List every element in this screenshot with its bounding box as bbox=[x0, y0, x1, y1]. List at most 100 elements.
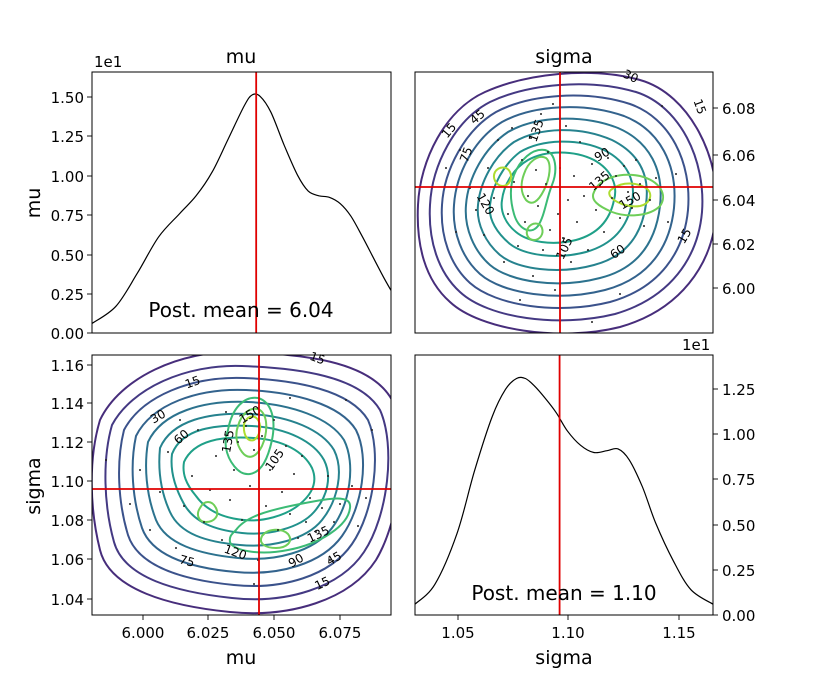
contour-label: 30 bbox=[148, 407, 168, 427]
y-tick-label: 1.08 bbox=[51, 512, 84, 530]
y-tick-label: 0.00 bbox=[722, 607, 755, 625]
axes-frame bbox=[91, 71, 392, 334]
contour-level-90 bbox=[170, 424, 330, 535]
contour-level-15 bbox=[428, 83, 704, 322]
y-tick-label: 0.50 bbox=[51, 247, 84, 265]
y-tick-label: 1.25 bbox=[722, 381, 755, 399]
panel-sigma-density: 1e1 Post. mean = 1.10 0.00 0.25 0.50 0.7… bbox=[414, 336, 755, 669]
contour-level-135 bbox=[235, 407, 268, 458]
contour-level-15 bbox=[104, 364, 390, 601]
contour-label: 135 bbox=[526, 117, 547, 143]
y-tick-label: 1.10 bbox=[51, 473, 84, 491]
contour-level-135 bbox=[520, 156, 551, 204]
panel-mu-sigma-contour: sigma 15 1 bbox=[23, 349, 392, 669]
contour-level-120-south bbox=[228, 497, 352, 554]
contour-label: 105 bbox=[553, 235, 575, 262]
contour-level-90 bbox=[488, 140, 634, 257]
y-tick-label: 6.08 bbox=[722, 100, 755, 118]
y-tick-label: 1.12 bbox=[51, 434, 84, 452]
contour-level-45 bbox=[131, 388, 365, 574]
y-tick-label: 0.00 bbox=[51, 325, 84, 343]
panel-mu-density: mu 1e1 mu 0.00 0.25 0.50 0.75 1.00 1.25 … bbox=[23, 46, 392, 343]
y-ticks-right: 6.00 6.02 6.04 6.06 6.08 bbox=[713, 100, 755, 298]
panel-title-mu: mu bbox=[226, 46, 257, 68]
y-tick-label: 1.14 bbox=[51, 395, 84, 413]
contour-level-150-west bbox=[493, 166, 513, 188]
contour-label: 105 bbox=[262, 446, 287, 473]
contour-lines bbox=[416, 72, 713, 333]
axes-frame bbox=[414, 354, 714, 616]
axis-multiplier-sigma: 1e1 bbox=[682, 336, 710, 354]
x-tick-label: 1.15 bbox=[662, 624, 695, 642]
y-tick-label: 6.04 bbox=[722, 192, 755, 210]
contour-label: 15 bbox=[691, 97, 709, 116]
density-curve-mu bbox=[92, 93, 391, 324]
x-axis-label-sigma: sigma bbox=[535, 647, 592, 669]
contour-level-45 bbox=[452, 106, 676, 297]
contour-label: 15 bbox=[183, 373, 202, 391]
y-tick-label: 1.25 bbox=[51, 128, 84, 146]
x-ticks-sigma: 1.05 1.10 1.15 bbox=[441, 615, 696, 642]
y-tick-label: 0.50 bbox=[722, 517, 755, 535]
sample-points bbox=[105, 397, 373, 585]
axes-frame bbox=[91, 354, 392, 616]
y-tick-label: 0.25 bbox=[51, 286, 84, 304]
y-tick-label: 1.04 bbox=[51, 591, 84, 609]
x-ticks-mu: 6.000 6.025 6.050 6.075 bbox=[122, 615, 362, 642]
contour-lines bbox=[92, 355, 391, 615]
y-tick-label: 1.00 bbox=[51, 168, 84, 186]
y-tick-label: 1.06 bbox=[51, 551, 84, 569]
contour-level-60 bbox=[145, 400, 352, 560]
contour-label: 45 bbox=[324, 549, 344, 569]
contour-level-135-small bbox=[525, 222, 544, 242]
y-tick-label: 1.50 bbox=[51, 89, 84, 107]
x-axis-label-mu: mu bbox=[226, 647, 257, 669]
y-tick-label: 1.16 bbox=[51, 357, 84, 375]
axis-multiplier-mu: 1e1 bbox=[94, 53, 122, 71]
contour-label: 30 bbox=[621, 67, 641, 86]
contour-label: 90 bbox=[286, 551, 306, 571]
posterior-mean-sigma: Post. mean = 1.10 bbox=[471, 581, 656, 605]
y-axis-label-mu: mu bbox=[23, 188, 45, 219]
y-axis-label-sigma: sigma bbox=[23, 457, 45, 514]
contour-level-135-east bbox=[592, 173, 665, 217]
contour-label: 45 bbox=[467, 107, 488, 128]
contour-label: 15 bbox=[312, 574, 332, 593]
x-tick-label: 6.025 bbox=[187, 624, 230, 642]
density-curve-sigma bbox=[415, 376, 713, 605]
y-tick-label: 6.00 bbox=[722, 280, 755, 298]
axes-frame bbox=[414, 71, 714, 334]
x-tick-label: 6.050 bbox=[253, 624, 296, 642]
y-tick-label: 0.25 bbox=[722, 562, 755, 580]
contour-level-105 bbox=[182, 436, 316, 522]
contour-label: 15 bbox=[308, 349, 327, 367]
contour-level-30 bbox=[118, 376, 376, 587]
panel-sigma-mu-contour: sigma 15 1 bbox=[414, 46, 755, 334]
contour-level-15-outer bbox=[416, 72, 713, 333]
contour-label: 75 bbox=[178, 552, 196, 569]
contour-label: 90 bbox=[592, 145, 612, 165]
y-ticks-sigma: 1.04 1.06 1.08 1.10 1.12 1.14 1.16 bbox=[51, 357, 92, 609]
contour-label: 15 bbox=[675, 226, 695, 246]
x-tick-label: 1.10 bbox=[551, 624, 584, 642]
contour-labels: 15 15 15 30 45 60 75 90 105 120 135 135 … bbox=[148, 349, 344, 593]
contour-label: 75 bbox=[457, 145, 475, 164]
x-tick-label: 6.075 bbox=[319, 624, 362, 642]
posterior-mean-mu: Post. mean = 6.04 bbox=[148, 298, 333, 322]
contour-label: 135 bbox=[219, 429, 237, 454]
y-tick-label: 0.75 bbox=[722, 471, 755, 489]
contour-level-135-west bbox=[197, 501, 219, 524]
x-tick-label: 6.000 bbox=[122, 624, 165, 642]
y-tick-label: 6.02 bbox=[722, 236, 755, 254]
y-ticks-right: 0.00 0.25 0.50 0.75 1.00 1.25 bbox=[713, 381, 755, 625]
panel-title-sigma: sigma bbox=[535, 46, 592, 68]
contour-level-30 bbox=[440, 94, 690, 309]
y-tick-label: 0.75 bbox=[51, 207, 84, 225]
y-tick-label: 6.06 bbox=[722, 147, 755, 165]
contour-label: 15 bbox=[439, 120, 460, 141]
y-ticks-mu-density: 0.00 0.25 0.50 0.75 1.00 1.25 1.50 bbox=[51, 89, 92, 343]
x-tick-label: 1.05 bbox=[441, 624, 474, 642]
y-tick-label: 1.00 bbox=[722, 426, 755, 444]
sample-points bbox=[445, 103, 677, 323]
